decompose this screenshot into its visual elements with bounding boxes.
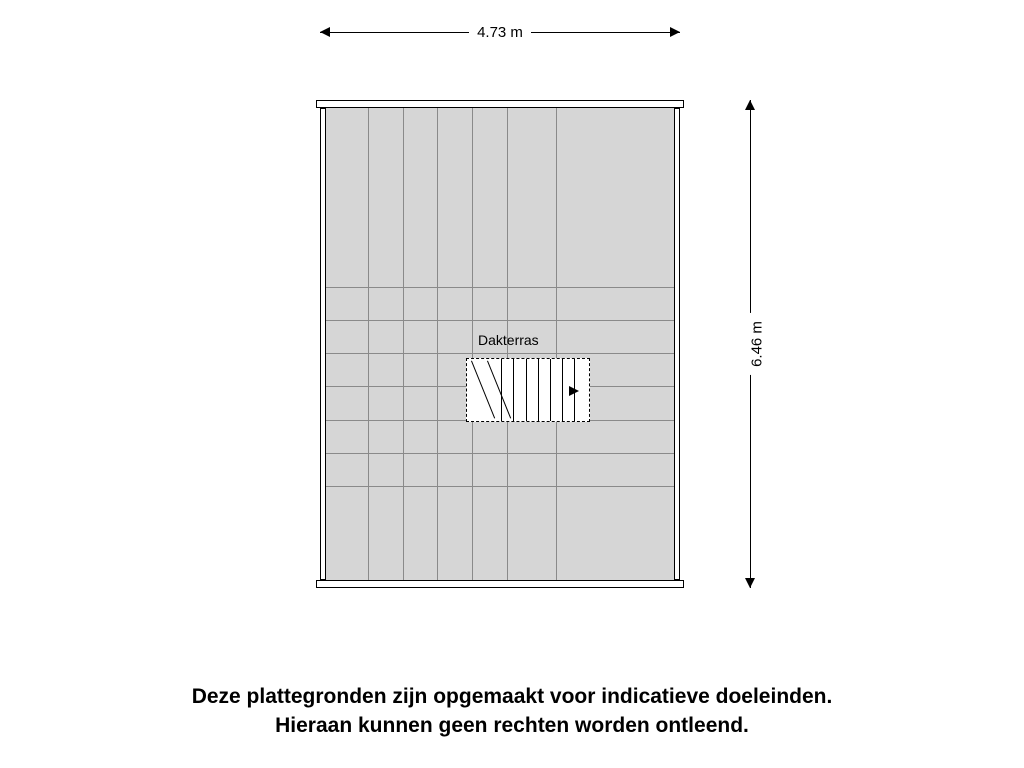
disclaimer-line1: Deze plattegronden zijn opgemaakt voor i… [192, 685, 833, 708]
arrow-down-icon [745, 578, 755, 588]
stair-tread [538, 359, 539, 421]
floor-grid-vline [556, 108, 557, 580]
dimension-height: 6.46 m [740, 100, 760, 588]
floor-grid-hline [326, 486, 674, 487]
floor-grid-vline [403, 108, 404, 580]
disclaimer-text: Deze plattegronden zijn opgemaakt voor i… [0, 683, 1024, 740]
disclaimer-line2: Hieraan kunnen geen rechten worden ontle… [275, 714, 749, 737]
floorplan: Dakterras [320, 100, 680, 588]
floor-grid-hline [326, 320, 674, 321]
floor-grid-vline [437, 108, 438, 580]
stair-direction-arrow-icon [569, 386, 579, 396]
floor-grid-hline [326, 453, 674, 454]
room-label: Dakterras [478, 332, 539, 348]
wall-bottom [316, 580, 684, 588]
floor-grid-vline [368, 108, 369, 580]
stair-tread [501, 359, 502, 421]
arrow-up-icon [745, 100, 755, 110]
floorplan-canvas: 4.73 m 6.46 m Dakterras Deze plattegrond… [0, 0, 1024, 768]
dimension-height-label: 6.46 m [748, 313, 765, 375]
wall-top [316, 100, 684, 108]
floor-grid-vline [472, 108, 473, 580]
floor-grid-hline [326, 353, 674, 354]
wall-right [674, 108, 680, 580]
dimension-width: 4.73 m [320, 22, 680, 42]
staircase [466, 358, 590, 422]
arrow-left-icon [320, 27, 330, 37]
stair-tread [550, 359, 551, 421]
floor-grid-hline [326, 287, 674, 288]
stair-tread [562, 359, 563, 421]
wall-left [320, 108, 326, 580]
stair-tread [513, 359, 514, 421]
arrow-right-icon [670, 27, 680, 37]
dimension-width-label: 4.73 m [469, 24, 531, 41]
stair-tread [526, 359, 527, 421]
